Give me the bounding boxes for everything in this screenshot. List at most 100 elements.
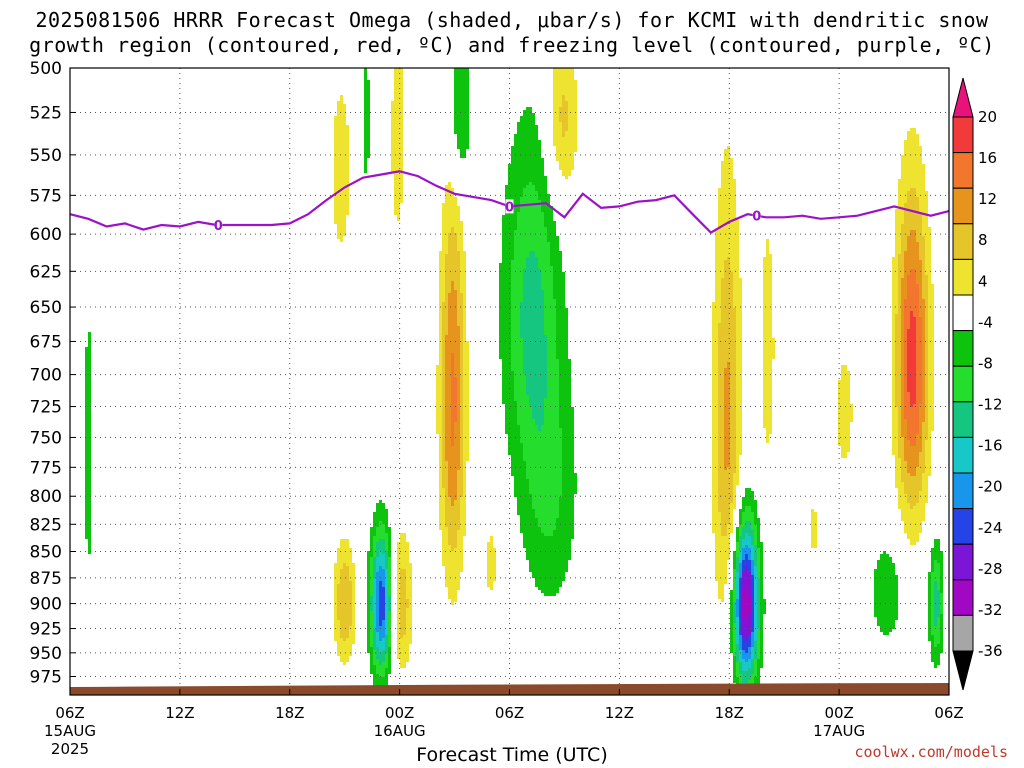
omega-cell xyxy=(451,323,454,326)
omega-cell xyxy=(529,122,532,125)
omega-cell xyxy=(529,428,532,431)
omega-cell xyxy=(544,239,547,242)
omega-cell xyxy=(511,350,514,353)
omega-cell xyxy=(406,650,409,653)
omega-cell xyxy=(352,566,355,569)
omega-cell xyxy=(523,110,526,113)
omega-cell xyxy=(538,470,541,473)
omega-cell xyxy=(448,476,451,479)
omega-cell xyxy=(544,581,547,584)
omega-cell xyxy=(85,518,88,521)
omega-cell xyxy=(532,125,535,128)
omega-cell xyxy=(466,437,469,440)
omega-cell xyxy=(442,254,445,257)
omega-cell xyxy=(538,563,541,566)
omega-cell xyxy=(544,467,547,470)
omega-cell xyxy=(505,185,508,188)
omega-cell xyxy=(520,491,523,494)
omega-cell xyxy=(526,479,529,482)
omega-cell xyxy=(343,560,346,563)
omega-cell xyxy=(487,551,490,554)
omega-cell xyxy=(370,554,373,557)
omega-cell xyxy=(544,275,547,278)
omega-cell xyxy=(526,467,529,470)
omega-cell xyxy=(343,602,346,605)
omega-cell xyxy=(370,632,373,635)
omega-cell xyxy=(460,353,463,356)
omega-cell xyxy=(490,557,493,560)
omega-cell xyxy=(373,578,376,581)
omega-cell xyxy=(550,353,553,356)
omega-cell xyxy=(532,299,535,302)
omega-cell xyxy=(457,440,460,443)
omega-cell xyxy=(547,380,550,383)
omega-cell xyxy=(397,98,400,101)
omega-cell xyxy=(535,257,538,260)
omega-cell xyxy=(535,464,538,467)
omega-cell xyxy=(373,566,376,569)
omega-cell xyxy=(376,674,379,677)
omega-cell xyxy=(490,569,493,572)
omega-cell xyxy=(457,215,460,218)
omega-cell xyxy=(499,272,502,275)
omega-cell xyxy=(529,431,532,434)
chart-title-line1: 2025081506 HRRR Forecast Omega (shaded, … xyxy=(35,8,989,32)
omega-cell xyxy=(547,470,550,473)
omega-cell xyxy=(520,449,523,452)
omega-cell xyxy=(523,461,526,464)
omega-cell xyxy=(526,218,529,221)
omega-cell xyxy=(529,536,532,539)
omega-cell xyxy=(442,272,445,275)
omega-cell xyxy=(520,170,523,173)
omega-cell xyxy=(529,296,532,299)
omega-cell xyxy=(442,206,445,209)
omega-cell xyxy=(349,629,352,632)
omega-cell xyxy=(394,149,397,152)
omega-cell xyxy=(448,479,451,482)
omega-cell xyxy=(532,437,535,440)
omega-cell xyxy=(544,494,547,497)
omega-cell xyxy=(352,596,355,599)
omega-cell xyxy=(532,329,535,332)
omega-cell xyxy=(382,632,385,635)
omega-cell xyxy=(370,611,373,614)
omega-cell xyxy=(505,272,508,275)
omega-cell xyxy=(535,140,538,143)
omega-cell xyxy=(463,74,466,77)
omega-cell xyxy=(457,491,460,494)
omega-cell xyxy=(388,572,391,575)
omega-cell xyxy=(514,401,517,404)
omega-cell xyxy=(529,446,532,449)
omega-cell xyxy=(448,410,451,413)
omega-cell xyxy=(520,494,523,497)
omega-cell xyxy=(454,236,457,239)
omega-cell xyxy=(448,350,451,353)
omega-cell xyxy=(517,455,520,458)
omega-cell xyxy=(526,482,529,485)
omega-cell xyxy=(541,230,544,233)
omega-cell xyxy=(403,608,406,611)
omega-cell xyxy=(532,266,535,269)
omega-cell xyxy=(454,476,457,479)
omega-cell xyxy=(382,668,385,671)
omega-cell xyxy=(532,365,535,368)
omega-cell xyxy=(541,326,544,329)
omega-cell xyxy=(514,353,517,356)
omega-cell xyxy=(442,506,445,509)
omega-cell xyxy=(520,434,523,437)
omega-cell xyxy=(520,389,523,392)
omega-cell xyxy=(532,569,535,572)
omega-cell xyxy=(346,137,349,140)
omega-cell xyxy=(517,296,520,299)
omega-cell xyxy=(544,188,547,191)
omega-cell xyxy=(499,266,502,269)
omega-cell xyxy=(88,524,91,527)
omega-cell xyxy=(520,179,523,182)
omega-cell xyxy=(508,326,511,329)
omega-cell xyxy=(400,623,403,626)
omega-cell xyxy=(532,509,535,512)
omega-cell xyxy=(514,431,517,434)
omega-cell xyxy=(370,590,373,593)
omega-cell xyxy=(451,383,454,386)
omega-cell xyxy=(403,542,406,545)
